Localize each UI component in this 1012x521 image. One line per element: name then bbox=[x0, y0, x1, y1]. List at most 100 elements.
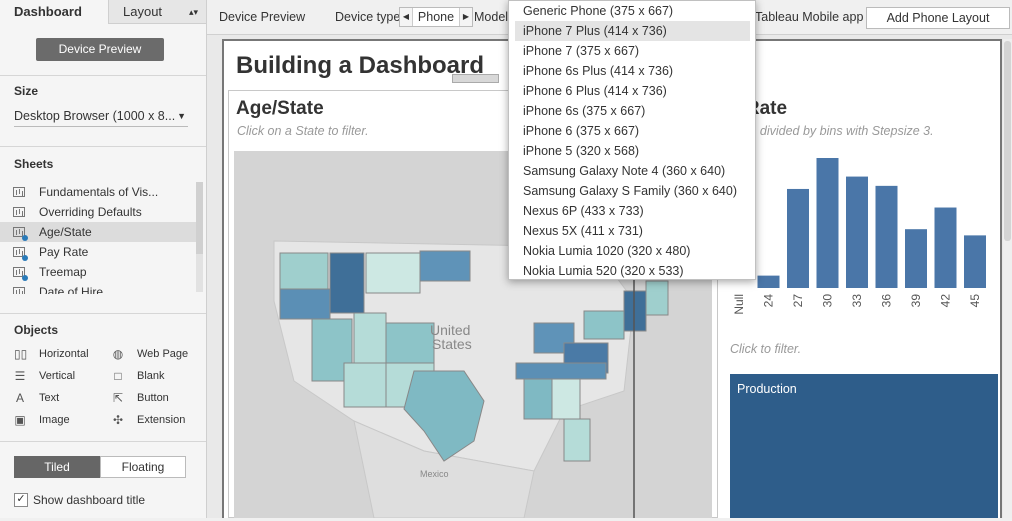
tab-layout[interactable]: Layout ▴▾ bbox=[108, 0, 206, 24]
device-preview-button[interactable]: Device Preview bbox=[36, 38, 164, 61]
state-co[interactable] bbox=[385, 322, 435, 364]
scroll-thumb[interactable] bbox=[1004, 41, 1011, 241]
sheet-item[interactable]: Treemap bbox=[0, 262, 196, 282]
state-or[interactable] bbox=[279, 288, 331, 320]
puzzle-icon: ✣ bbox=[112, 413, 124, 427]
object-item[interactable]: ⇱ Button bbox=[112, 389, 202, 407]
model-option[interactable]: iPhone 6s Plus (414 x 736) bbox=[523, 64, 674, 78]
model-option[interactable]: Samsung Galaxy S Family (360 x 640) bbox=[523, 184, 737, 198]
button-icon: ⇱ bbox=[112, 391, 124, 405]
arrow-right-icon[interactable]: ▶ bbox=[459, 8, 472, 26]
state-tx[interactable] bbox=[403, 370, 485, 462]
bar-30[interactable] bbox=[816, 158, 839, 288]
state-new-england[interactable] bbox=[645, 280, 669, 316]
checkmark-icon[interactable]: ✓ bbox=[14, 493, 28, 507]
model-option[interactable]: iPhone 7 (375 x 667) bbox=[523, 44, 640, 58]
object-item[interactable]: A Text bbox=[14, 389, 104, 407]
objects-section-title: Objects bbox=[14, 323, 59, 337]
x-tick-label: 33 bbox=[850, 294, 864, 308]
sheet-item[interactable]: Age/State bbox=[0, 222, 196, 242]
sheet-item[interactable]: Fundamentals of Vis... bbox=[0, 182, 196, 202]
model-option[interactable]: iPhone 5 (320 x 568) bbox=[523, 144, 640, 158]
sheet-item[interactable]: Overriding Defaults bbox=[0, 202, 196, 222]
state-pa[interactable] bbox=[583, 310, 625, 340]
model-option[interactable]: iPhone 6s (375 x 667) bbox=[523, 104, 646, 118]
model-option[interactable]: Nokia Lumia 1020 (320 x 480) bbox=[523, 244, 691, 258]
vertical-container-icon: ☰ bbox=[14, 369, 26, 383]
size-select[interactable]: Desktop Browser (1000 x 8... ▼ bbox=[14, 106, 188, 127]
object-item-label: Button bbox=[137, 392, 169, 404]
object-item-label: Web Page bbox=[137, 348, 189, 360]
x-tick-label: 39 bbox=[909, 294, 923, 308]
scroll-thumb[interactable] bbox=[196, 182, 203, 254]
state-ga[interactable] bbox=[551, 378, 581, 420]
bar-36[interactable] bbox=[875, 185, 898, 288]
canvas-scrollbar[interactable] bbox=[1003, 39, 1012, 518]
bar-27[interactable] bbox=[787, 188, 809, 288]
map-label-mexico: Mexico bbox=[420, 469, 449, 479]
state-mt[interactable] bbox=[365, 252, 421, 294]
arrow-left-icon[interactable]: ◀ bbox=[400, 8, 413, 26]
state-az[interactable] bbox=[343, 362, 387, 408]
caret-down-icon: ▼ bbox=[177, 111, 186, 121]
model-option[interactable]: Generic Phone (375 x 667) bbox=[523, 4, 674, 18]
model-option[interactable]: Nexus 6P (433 x 733) bbox=[523, 204, 644, 218]
state-fl[interactable] bbox=[563, 418, 591, 462]
pay-rate-chart[interactable]: Null 24 27 30 33 36 39 42 45 bbox=[730, 150, 998, 330]
sheets-list: Fundamentals of Vis... Overriding Default… bbox=[0, 182, 196, 294]
sheets-scrollbar[interactable] bbox=[196, 182, 203, 292]
drag-handle-icon[interactable] bbox=[452, 74, 499, 83]
bar-45[interactable] bbox=[964, 235, 986, 288]
show-dashboard-title-label: Show dashboard title bbox=[33, 493, 146, 507]
worksheet-icon bbox=[13, 187, 25, 197]
x-tick-label: 42 bbox=[939, 294, 953, 308]
tab-dashboard[interactable]: Dashboard bbox=[0, 0, 108, 24]
bar-33[interactable] bbox=[846, 176, 868, 288]
click-to-filter-hint: Click to filter. bbox=[730, 342, 802, 356]
divider bbox=[0, 75, 206, 76]
model-option[interactable]: iPhone 6 Plus (414 x 736) bbox=[523, 84, 667, 98]
model-option[interactable]: Nokia Lumia 520 (320 x 533) bbox=[523, 264, 684, 278]
state-wa[interactable] bbox=[279, 252, 329, 290]
globe-icon: ◍ bbox=[112, 347, 124, 361]
map-label-states: States bbox=[432, 336, 472, 352]
state-ny[interactable] bbox=[623, 290, 647, 332]
state-al[interactable] bbox=[523, 378, 553, 420]
object-item[interactable]: ▯▯ Horizontal bbox=[14, 345, 104, 363]
object-item-label: Extension bbox=[137, 414, 186, 426]
sheets-section-title: Sheets bbox=[14, 157, 54, 171]
model-label: Model bbox=[474, 10, 509, 24]
object-item-label: Horizontal bbox=[39, 348, 89, 360]
sheet-item-label: Pay Rate bbox=[39, 245, 89, 259]
object-item[interactable]: ☰ Vertical bbox=[14, 367, 104, 385]
model-option[interactable]: Nexus 5X (411 x 731) bbox=[523, 224, 643, 238]
state-ut[interactable] bbox=[353, 312, 387, 364]
production-panel[interactable] bbox=[730, 374, 998, 518]
model-option[interactable]: Samsung Galaxy Note 4 (360 x 640) bbox=[523, 164, 726, 178]
sheet-item[interactable]: Date of Hire bbox=[0, 282, 196, 294]
bar-39[interactable] bbox=[905, 229, 927, 288]
sheet-item-label: Date of Hire bbox=[39, 285, 104, 294]
used-indicator-icon bbox=[22, 235, 28, 241]
device-type-stepper[interactable]: ◀ Phone ▶ bbox=[399, 7, 473, 27]
state-id[interactable] bbox=[329, 252, 365, 314]
state-nd[interactable] bbox=[419, 250, 471, 282]
sheet-item[interactable]: Pay Rate bbox=[0, 242, 196, 262]
add-phone-layout-button[interactable]: Add Phone Layout bbox=[866, 7, 1010, 29]
x-tick-label: 24 bbox=[762, 294, 776, 308]
bar-24[interactable] bbox=[757, 275, 780, 288]
floating-toggle[interactable]: Floating bbox=[100, 456, 186, 478]
object-item[interactable]: □ Blank bbox=[112, 367, 202, 385]
bar-42[interactable] bbox=[934, 207, 957, 288]
worksheet-icon bbox=[13, 247, 25, 257]
state-tn[interactable] bbox=[515, 362, 607, 380]
sheet-item-label: Fundamentals of Vis... bbox=[39, 185, 159, 199]
object-item[interactable]: ✣ Extension bbox=[112, 411, 202, 429]
model-option[interactable]: iPhone 7 Plus (414 x 736) bbox=[515, 21, 750, 41]
object-item[interactable]: ▣ Image bbox=[14, 411, 104, 429]
model-dropdown-menu[interactable]: Generic Phone (375 x 667) iPhone 7 Plus (… bbox=[508, 0, 756, 280]
model-option[interactable]: iPhone 6 (375 x 667) bbox=[523, 124, 640, 138]
object-item[interactable]: ◍ Web Page bbox=[112, 345, 202, 363]
worksheet-icon bbox=[13, 227, 25, 237]
tiled-toggle[interactable]: Tiled bbox=[14, 456, 100, 478]
